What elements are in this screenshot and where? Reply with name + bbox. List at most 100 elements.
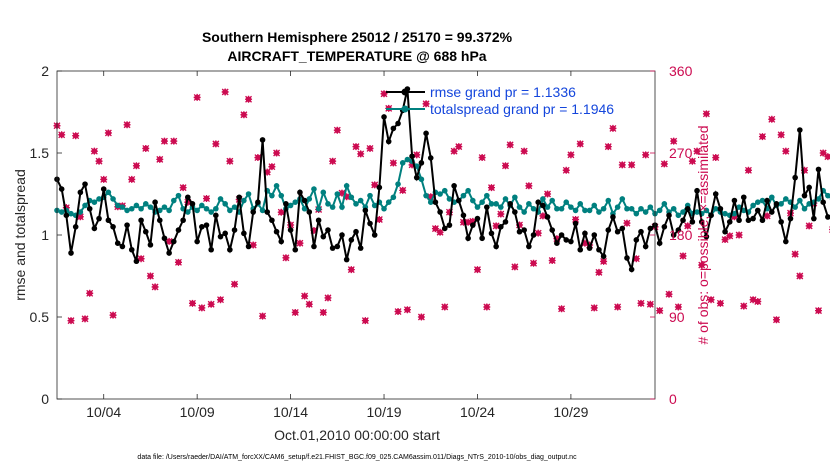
rmse-point — [619, 225, 626, 232]
rmse-point — [446, 222, 453, 228]
totalspread-point — [778, 201, 784, 207]
totalspread-point — [722, 210, 728, 217]
rmse-point — [348, 237, 355, 243]
obs-assimilated-point — [245, 95, 253, 103]
totalspread-point — [577, 201, 584, 207]
totalspread-point — [404, 156, 411, 163]
rmse-point — [731, 197, 738, 204]
totalspread-point — [311, 186, 317, 192]
obs-assimilated-point — [212, 140, 220, 148]
rmse-point — [63, 212, 70, 219]
rmse-point — [614, 228, 621, 235]
rmse-point — [96, 215, 102, 222]
legend-rmse-marker — [401, 88, 409, 96]
rmse-point — [170, 238, 177, 245]
obs-assimilated-point — [179, 184, 187, 192]
totalspread-point — [418, 176, 425, 183]
rmse-point — [750, 215, 756, 222]
totalspread-point — [114, 202, 121, 209]
rmse-point — [343, 256, 350, 263]
rmse-point — [815, 166, 822, 173]
rmse-point — [147, 242, 154, 248]
totalspread-point — [493, 201, 499, 207]
rmse-point — [572, 220, 579, 227]
totalspread-point — [301, 205, 308, 212]
x-tick-label: 10/04 — [86, 404, 121, 420]
totalspread-point — [259, 207, 266, 214]
rmse-point — [58, 186, 65, 192]
obs-assimilated-point — [772, 316, 780, 324]
y2-tick-label: 180 — [669, 227, 693, 243]
totalspread-point — [241, 197, 247, 204]
obs-assimilated-point — [721, 236, 729, 244]
totalspread-point — [194, 207, 200, 214]
y2-axis-label: # of obs: o=possible; ×=assimilated — [695, 125, 711, 344]
obs-assimilated-point — [58, 131, 66, 139]
rmse-point — [764, 197, 770, 204]
obs-assimilated-point — [740, 302, 748, 310]
obs-assimilated-point — [544, 190, 552, 198]
rmse-point — [465, 235, 471, 242]
rmse-line — [56, 88, 829, 274]
totalspread-point — [371, 202, 378, 209]
rmse-point — [451, 183, 457, 189]
obs-assimilated-point — [217, 296, 225, 304]
totalspread-point — [516, 204, 523, 210]
totalspread-point — [825, 192, 830, 199]
rmse-point — [315, 217, 322, 224]
obs-assimilated-point — [735, 231, 743, 239]
legend-rmse-label: rmse grand pr = 1.1336 — [430, 84, 576, 100]
obs-assimilated-point — [137, 255, 145, 263]
obs-assimilated-point — [104, 129, 112, 137]
totalspread-point — [133, 202, 140, 209]
obs-assimilated-point — [263, 168, 271, 176]
obs-assimilated-point — [188, 299, 196, 307]
rmse-point — [708, 212, 714, 219]
rmse-point — [479, 235, 485, 242]
y-tick-label: 0.5 — [30, 309, 50, 325]
rmse-point — [540, 202, 546, 209]
rmse-point — [227, 246, 233, 253]
obs-assimilated-point — [576, 140, 584, 148]
rmse-point — [142, 228, 149, 235]
totalspread-point — [325, 201, 331, 207]
totalspread-point — [703, 207, 710, 214]
rmse-point — [194, 238, 200, 245]
totalspread-point — [273, 183, 280, 189]
totalspread-point — [147, 204, 154, 210]
obs-assimilated-point — [417, 313, 425, 321]
totalspread-point — [185, 209, 191, 215]
rmse-point — [801, 192, 808, 199]
rmse-point — [493, 243, 499, 250]
obs-assimilated-point — [450, 147, 458, 155]
rmse-point — [301, 197, 308, 204]
totalspread-point — [465, 187, 471, 194]
totalspread-point — [320, 189, 327, 196]
y-axis-left: 0 0.5 1 1.5 2 — [30, 63, 62, 407]
obs-assimilated-point — [343, 193, 351, 201]
totalspread-point — [213, 205, 219, 212]
obs-assimilated-point — [716, 299, 724, 307]
rmse-point — [740, 194, 747, 201]
rmse-point — [680, 217, 686, 224]
rmse-point — [213, 212, 219, 219]
rmse-point — [488, 230, 495, 237]
totalspread-point — [367, 192, 373, 199]
rmse-point — [250, 209, 257, 215]
rmse-point — [311, 243, 317, 250]
rmse-point — [600, 253, 607, 260]
rmse-point — [820, 199, 826, 205]
rmse-point — [100, 186, 107, 192]
totalspread-point — [759, 197, 766, 204]
totalspread-point — [792, 204, 798, 210]
rmse-point — [535, 199, 542, 205]
obs-assimilated-point — [824, 153, 830, 161]
obs-assimilated-point — [301, 292, 309, 300]
obs-assimilated-point — [156, 155, 164, 163]
totalspread-point — [343, 183, 350, 189]
obs-assimilated-point — [712, 154, 720, 162]
obs-assimilated-point — [366, 144, 374, 152]
rmse-point — [236, 194, 243, 201]
totalspread-point — [783, 196, 789, 202]
rmse-point — [72, 224, 79, 230]
